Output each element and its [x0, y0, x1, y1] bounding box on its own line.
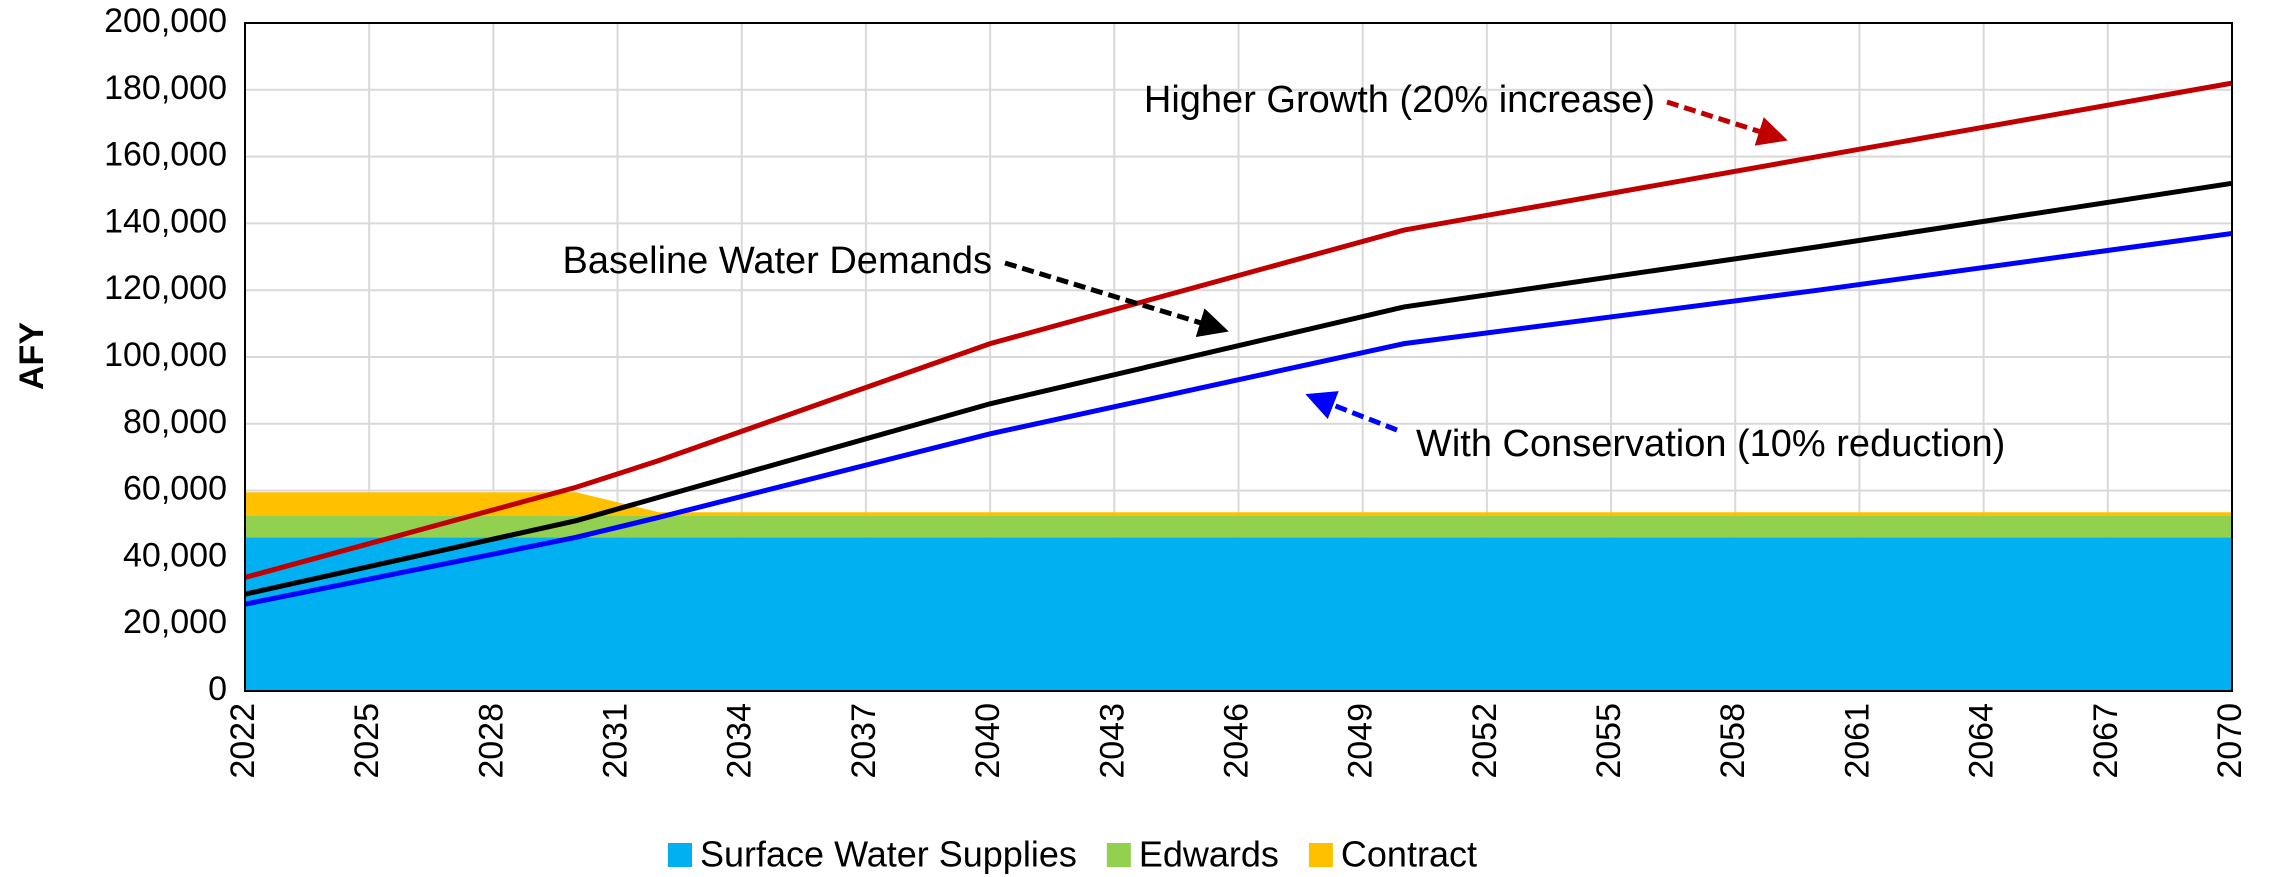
- x-tick-label: 2058: [1714, 703, 1752, 779]
- line: [244, 230, 2233, 607]
- annotation: Baseline Water Demands: [563, 240, 992, 282]
- x-tick-label: 2028: [472, 703, 510, 779]
- legend-swatch: [1106, 843, 1131, 867]
- annotation-arrow: [1666, 99, 1788, 146]
- y-tick-label: 100,000: [104, 336, 227, 374]
- y-tick-label: 180,000: [104, 69, 227, 107]
- x-tick-label: 2052: [1466, 703, 1504, 779]
- x-tick-label: 2055: [1590, 703, 1628, 779]
- y-tick-label: 200,000: [104, 2, 227, 40]
- x-tick-label: 2031: [597, 703, 635, 779]
- y-tick-label: 120,000: [104, 269, 227, 307]
- x-tick-label: 2034: [721, 703, 759, 779]
- x-tick-label: 2064: [1963, 703, 2001, 779]
- x-tick-label: 2049: [1342, 703, 1380, 779]
- x-tick-label: 2025: [348, 703, 386, 779]
- annotation-arrow: [1305, 391, 1398, 433]
- plot-border: [244, 22, 2233, 692]
- x-tick-label: 2043: [1093, 703, 1131, 779]
- x-tick-label: 2022: [224, 703, 262, 779]
- x-tick-label: 2046: [1217, 703, 1255, 779]
- annotation-arrow: [1004, 260, 1229, 338]
- annotation: With Conservation (10% reduction): [1416, 423, 2005, 465]
- area: [245, 492, 2232, 516]
- y-tick-label: 80,000: [123, 403, 227, 441]
- x-tick-label: 2061: [1838, 703, 1876, 779]
- line: [244, 180, 2233, 597]
- legend-swatch: [668, 843, 692, 867]
- y-tick-label: 0: [208, 670, 227, 708]
- annotation: Higher Growth (20% increase): [1144, 79, 1655, 121]
- y-tick-label: 140,000: [104, 202, 227, 240]
- legend-swatch: [1308, 843, 1333, 867]
- area: [245, 515, 2232, 538]
- legend-label: Edwards: [1139, 834, 1279, 875]
- y-axis-label: AFY: [13, 322, 51, 390]
- x-tick-label: 2070: [2211, 703, 2249, 779]
- line: [244, 80, 2233, 580]
- legend-label: Contract: [1341, 834, 1477, 875]
- y-tick-label: 60,000: [123, 470, 227, 508]
- x-tick-label: 2067: [2087, 703, 2125, 779]
- area: [245, 537, 2232, 691]
- y-tick-label: 20,000: [123, 603, 227, 641]
- legend-label: Surface Water Supplies: [700, 834, 1077, 875]
- x-tick-label: 2037: [845, 703, 883, 779]
- y-tick-label: 40,000: [123, 536, 227, 574]
- y-tick-label: 160,000: [104, 136, 227, 174]
- x-tick-label: 2040: [969, 703, 1007, 779]
